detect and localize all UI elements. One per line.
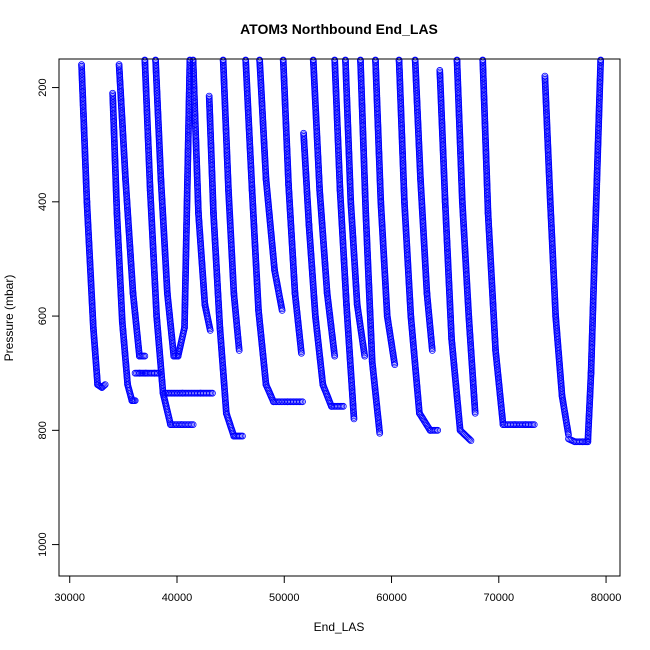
data-point <box>208 389 216 397</box>
profile-4 <box>141 56 197 429</box>
data-point <box>239 432 246 440</box>
data-point <box>186 56 194 64</box>
profile-0 <box>78 61 109 391</box>
profile-1 <box>109 89 139 405</box>
profile-8 <box>189 56 214 334</box>
profile-3 <box>115 61 149 360</box>
profile-9 <box>205 92 246 440</box>
profile-10 <box>219 56 243 354</box>
data-point <box>189 421 197 429</box>
data-point <box>101 381 109 389</box>
profile-7 <box>161 389 216 397</box>
data-point <box>141 352 149 360</box>
data-points <box>78 56 605 446</box>
profile-5 <box>152 56 178 360</box>
data-point <box>100 382 108 389</box>
data-point <box>97 383 105 391</box>
profile-6 <box>170 56 194 360</box>
data-point <box>131 397 139 405</box>
data-point <box>99 383 107 390</box>
profile-2 <box>131 369 163 377</box>
data-point <box>206 326 214 334</box>
